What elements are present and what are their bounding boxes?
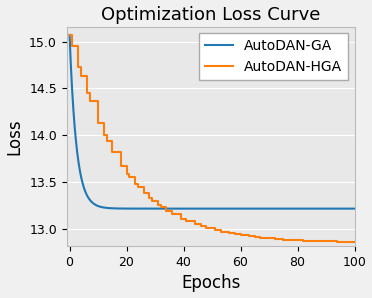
AutoDAN-HGA <box>138 186 143 189</box>
Title: Optimization Loss Curve: Optimization Loss Curve <box>101 6 320 24</box>
AutoDAN-GA <box>307 207 311 210</box>
AutoDAN-GA <box>67 33 72 37</box>
AutoDAN-GA <box>206 207 210 210</box>
AutoDAN-HGA <box>238 233 243 237</box>
AutoDAN-HGA <box>352 240 357 244</box>
AutoDAN-HGA <box>198 224 203 228</box>
AutoDAN-GA <box>82 187 86 190</box>
Y-axis label: Loss: Loss <box>6 118 23 155</box>
Line: AutoDAN-GA: AutoDAN-GA <box>70 35 355 209</box>
X-axis label: Epochs: Epochs <box>181 274 240 292</box>
AutoDAN-HGA <box>347 240 351 244</box>
AutoDAN-HGA <box>67 33 72 37</box>
AutoDAN-GA <box>352 207 357 210</box>
Line: AutoDAN-HGA: AutoDAN-HGA <box>70 35 355 242</box>
AutoDAN-HGA <box>281 238 285 241</box>
AutoDAN-GA <box>344 207 349 210</box>
AutoDAN-GA <box>292 207 296 210</box>
AutoDAN-HGA <box>267 237 271 240</box>
AutoDAN-GA <box>198 207 203 210</box>
AutoDAN-GA <box>344 207 349 210</box>
AutoDAN-HGA <box>87 100 92 103</box>
Legend: AutoDAN-GA, AutoDAN-HGA: AutoDAN-GA, AutoDAN-HGA <box>199 33 347 80</box>
